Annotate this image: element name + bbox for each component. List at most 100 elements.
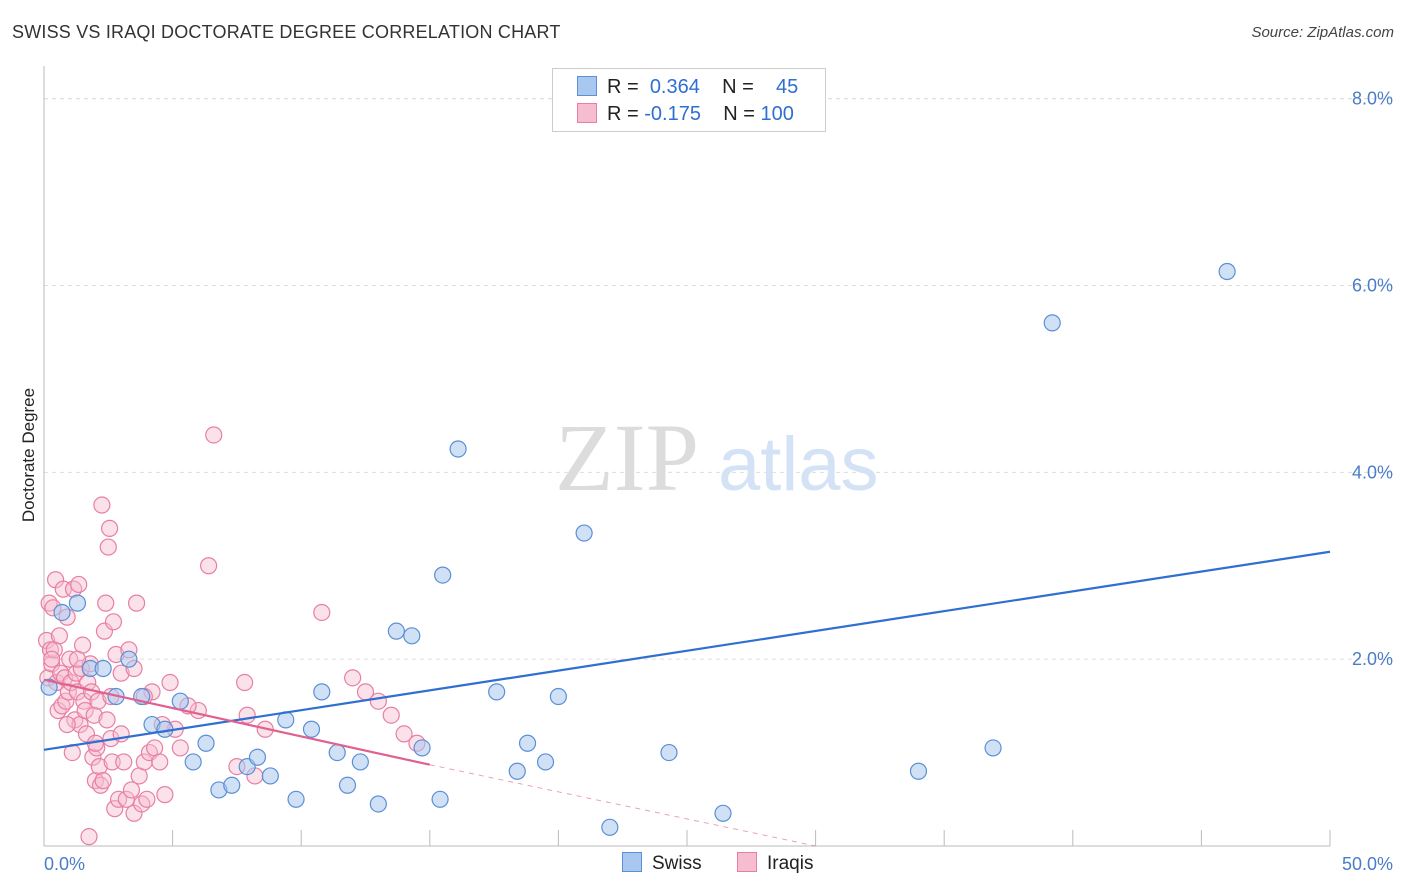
x-tick-label-min: 0.0% [44,854,85,874]
y-tick-label: 2.0% [1352,649,1393,669]
watermark-atlas: atlas [718,422,879,507]
swiss-point [1218,262,1236,281]
swiss-point [328,743,346,762]
iraqis-point [89,692,107,710]
iraqis-point [112,664,130,682]
swiss-point [94,659,112,678]
iraqis-trendline [43,678,431,766]
swiss-point [536,753,555,771]
swiss-point [184,753,202,771]
iraqis-point [91,776,110,794]
bottom-swiss-swatch [622,852,642,872]
iraqis-point [127,594,146,612]
bottom-legend-swiss: Swiss [622,852,702,875]
iraqis-point [313,603,331,622]
swiss-point [508,762,526,780]
iraqis-point [138,790,156,808]
iraqis-r-value: -0.175 [644,103,701,125]
bottom-iraqis-swatch [737,852,757,872]
swiss-point [431,790,449,808]
iraqis-point [43,650,61,668]
swiss-point [434,566,452,584]
iraqis-point [58,715,76,734]
iraqis-point [76,701,94,720]
swiss-point [403,627,421,645]
iraqis-point [382,706,400,724]
swiss-point [488,683,506,701]
swiss-point [518,734,537,752]
iraqis-n-value: 100 [760,103,794,125]
swiss-point [714,804,732,822]
iraqis-point [85,706,103,724]
swiss-point [984,739,1002,757]
iraqis-point [171,739,189,757]
swiss-point [413,739,431,757]
watermark-zip: ZIP [555,404,699,511]
swiss-point [313,683,331,701]
iraqis-point [70,575,88,594]
swiss-point [40,678,58,696]
swiss-point [261,767,279,785]
iraqis-swatch [577,103,597,123]
bottom-swiss-label: Swiss [652,853,702,874]
iraqis-point [95,622,114,640]
y-tick-label: 4.0% [1352,462,1393,482]
source-label: Source: ZipAtlas.com [1251,24,1394,41]
iraqis-point [395,725,413,743]
iraqis-point [98,711,116,729]
swiss-point [171,692,189,710]
iraqis-n-label: N = [723,103,755,125]
iraqis-point [90,757,108,776]
swiss-point [302,720,321,738]
iraqis-point [97,594,115,612]
swiss-point [369,795,387,813]
bottom-iraqis-label: Iraqis [767,853,814,874]
grid-layer [44,98,1392,660]
swiss-point [575,524,593,542]
points-layer [37,262,1236,846]
iraqis-point [133,795,151,813]
swiss-point [120,650,138,668]
iraqis-point [115,753,133,771]
swiss-point [909,762,928,780]
iraqis-point [369,692,387,710]
swiss-point [1043,314,1061,332]
iraqis-point [77,725,96,743]
swiss-point [287,790,305,808]
iraqis-point [156,786,174,804]
axis-layer: 2.0% 4.0% 6.0% 8.0% 0.0% 50.0% [43,66,1393,874]
swiss-point [387,622,405,640]
iraqis-point [205,426,223,444]
bottom-legend-iraqis: Iraqis [737,852,813,875]
swiss-r-label: R = [607,76,639,98]
iraqis-point [122,781,141,799]
iraqis-point [117,790,135,808]
swiss-point [223,776,241,794]
swiss-n-value: 45 [776,76,799,98]
chart-title: SWISS VS IRAQI DOCTORATE DEGREE CORRELAT… [12,22,561,42]
iraqis-point [104,613,123,631]
swiss-point [601,818,619,836]
iraqis-point [84,748,102,766]
swiss-point [248,748,267,766]
swiss-point [660,743,678,762]
swiss-trendline [43,550,1331,751]
legend-row-iraqis: R = -0.175 N = 100 [577,103,794,125]
iraqis-point [100,519,119,537]
iraqis-point [80,828,98,846]
swiss-point [53,603,71,622]
swiss-n-label: N = [722,76,754,98]
watermark: ZIP atlas [555,404,879,511]
x-tick-label-max: 50.0% [1342,854,1393,874]
iraqis-point [99,538,117,556]
iraqis-point [236,673,254,692]
iraqis-point [50,627,69,645]
iraqis-point [161,673,179,692]
swiss-point [549,687,568,706]
trend-layer [43,550,1331,847]
iraqis-point [43,655,61,673]
swiss-point [338,776,357,794]
iraqis-point [151,753,169,771]
iraqis-point [94,772,112,790]
